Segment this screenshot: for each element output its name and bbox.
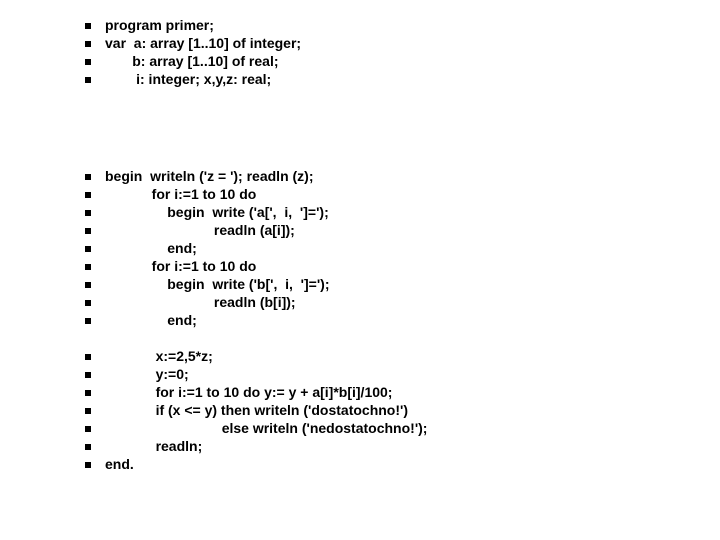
bullet-icon: [85, 426, 91, 432]
code-line: y:=0;: [105, 365, 189, 384]
bullet-icon: [85, 77, 91, 83]
code-line: b: array [1..10] of real;: [105, 52, 279, 71]
code-line: end.: [105, 455, 134, 474]
bullet-icon: [85, 192, 91, 198]
bullet-icon: [85, 210, 91, 216]
code-line: x:=2,5*z;: [105, 347, 213, 366]
bullet-icon: [85, 372, 91, 378]
bullet-icon: [85, 318, 91, 324]
code-line: begin write ('a[', i, ']=');: [105, 203, 329, 222]
bullet-icon: [85, 300, 91, 306]
code-line: for i:=1 to 10 do: [105, 257, 256, 276]
bullet-icon: [85, 41, 91, 47]
bullet-icon: [85, 408, 91, 414]
bullet-icon: [85, 23, 91, 29]
bullet-icon: [85, 228, 91, 234]
bullet-icon: [85, 246, 91, 252]
code-line: for i:=1 to 10 do: [105, 185, 256, 204]
bullet-icon: [85, 59, 91, 65]
bullet-icon: [85, 462, 91, 468]
code-line: var a: array [1..10] of integer;: [105, 34, 301, 53]
code-line: begin writeln ('z = '); readln (z);: [105, 167, 314, 186]
bullet-icon: [85, 174, 91, 180]
code-line: if (x <= y) then writeln ('dostatochno!'…: [105, 401, 408, 420]
code-line: end;: [105, 311, 197, 330]
bullet-icon: [85, 390, 91, 396]
code-line: readln (b[i]);: [105, 293, 296, 312]
code-line: readln (a[i]);: [105, 221, 295, 240]
code-line: readln;: [105, 437, 202, 456]
bullet-icon: [85, 282, 91, 288]
bullet-icon: [85, 444, 91, 450]
bullet-icon: [85, 264, 91, 270]
code-line: program primer;: [105, 16, 214, 35]
code-slide: program primer; var a: array [1..10] of …: [0, 0, 720, 540]
code-line: begin write ('b[', i, ']=');: [105, 275, 330, 294]
bullet-icon: [85, 354, 91, 360]
code-line: else writeln ('nedostatochno!');: [105, 419, 427, 438]
code-line: end;: [105, 239, 197, 258]
code-line: for i:=1 to 10 do y:= y + a[i]*b[i]/100;: [105, 383, 392, 402]
code-line: i: integer; x,y,z: real;: [105, 70, 271, 89]
